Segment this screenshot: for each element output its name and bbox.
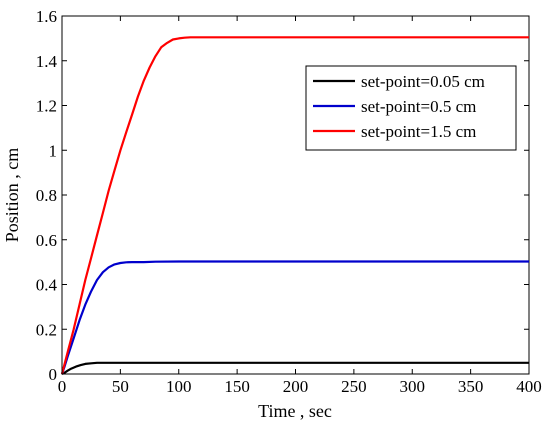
series-layer bbox=[60, 36, 529, 375]
tick-layer: 0 50 100 150 200 250 300 350 400 0 0.2 0.4 0.6 0.8 1 1.… bbox=[36, 7, 542, 396]
legend: set-point=0.05 cm set-point=0.5 cm set-poi… bbox=[305, 65, 517, 151]
x-tick-label: 300 bbox=[400, 377, 426, 396]
series-line-1 bbox=[61, 361, 529, 375]
series-line-3 bbox=[60, 36, 529, 375]
y-tick-label: 0.2 bbox=[36, 320, 57, 339]
y-tick-label: 0.6 bbox=[36, 231, 57, 250]
y-tick-label: 1.6 bbox=[36, 7, 57, 26]
x-tick-label: 100 bbox=[166, 377, 192, 396]
x-tick-label: 200 bbox=[283, 377, 309, 396]
x-tick-label: 50 bbox=[112, 377, 129, 396]
y-tick-label: 0.4 bbox=[36, 276, 58, 295]
x-tick-label: 150 bbox=[224, 377, 250, 396]
series-line-2 bbox=[60, 260, 529, 375]
y-tick-label: 0 bbox=[49, 365, 58, 384]
y-tick-label: 1.2 bbox=[36, 97, 57, 116]
y-axis-title: Position , cm bbox=[2, 148, 22, 243]
legend-label: set-point=0.5 cm bbox=[361, 97, 476, 116]
x-tick-label: 350 bbox=[458, 377, 484, 396]
legend-label: set-point=0.05 cm bbox=[361, 72, 485, 91]
y-tick-label: 0.8 bbox=[36, 186, 57, 205]
x-tick-label: 400 bbox=[516, 377, 542, 396]
x-tick-label: 0 bbox=[58, 377, 67, 396]
legend-label: set-point=1.5 cm bbox=[361, 122, 476, 141]
y-tick-label: 1.4 bbox=[36, 52, 58, 71]
x-axis-title: Time , sec bbox=[258, 401, 332, 421]
x-tick-label: 250 bbox=[341, 377, 367, 396]
y-tick-label: 1 bbox=[49, 141, 58, 160]
